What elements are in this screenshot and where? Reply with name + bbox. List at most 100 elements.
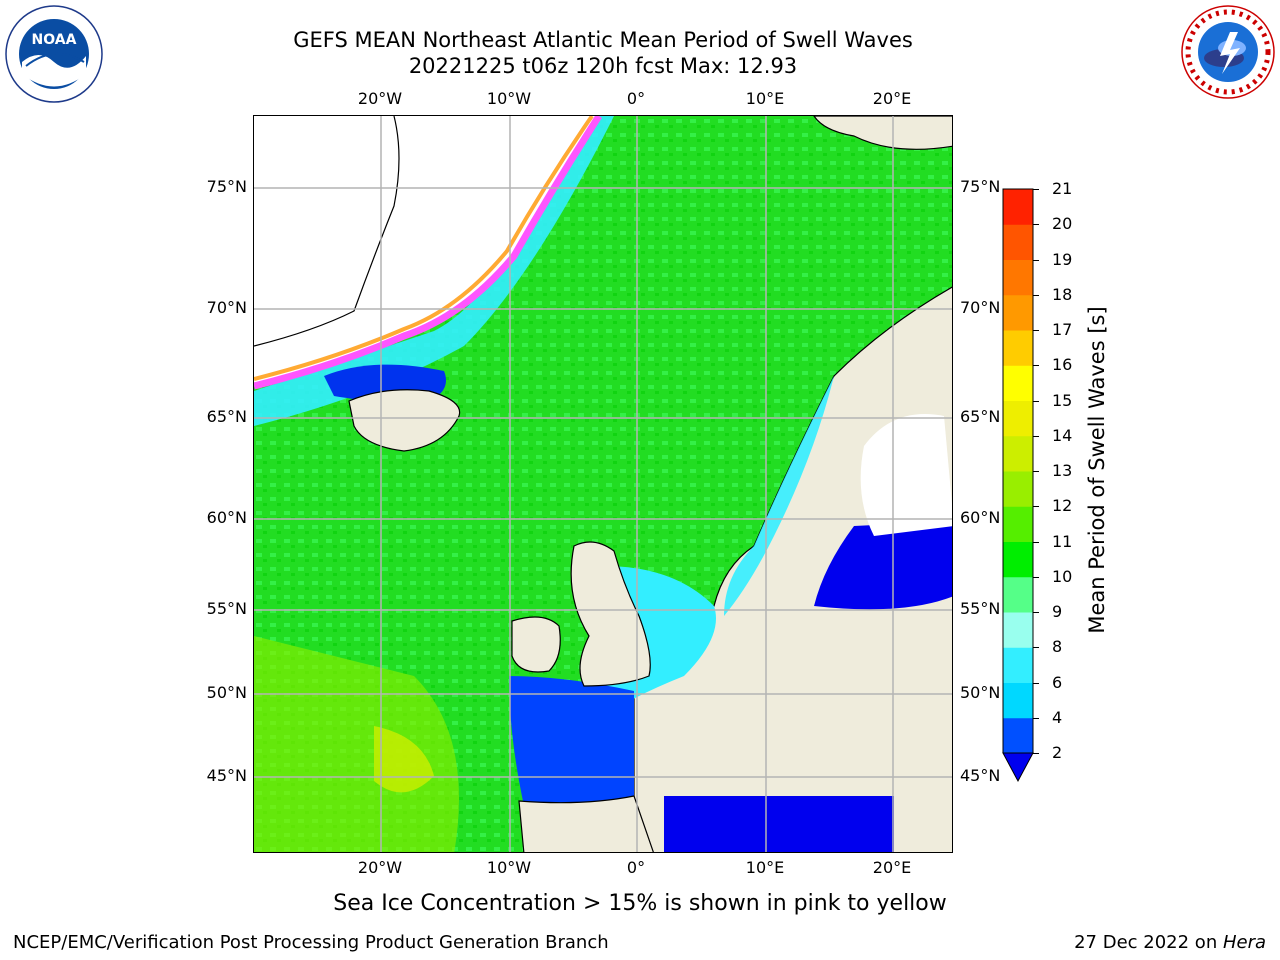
lat-tick-right: 60°N [960, 508, 1001, 527]
iberia-land [518, 795, 654, 852]
colorbar-tick-mark [1033, 541, 1039, 543]
map-panel[interactable] [253, 115, 953, 853]
colorbar-tick-mark [1033, 189, 1039, 190]
lat-tick-left: 70°N [206, 298, 247, 317]
lon-tick-bottom: 10°W [486, 858, 532, 877]
colorbar-tick-label: 13 [1052, 461, 1073, 480]
ireland-land [511, 616, 561, 673]
colorbar-tick-mark [1033, 612, 1039, 613]
lon-tick-top: 10°E [745, 89, 785, 108]
sea-ice-edge [254, 116, 602, 390]
footer-date: 27 Dec 2022 on Hera [1074, 933, 1266, 953]
colorbar-tick-label: 20 [1052, 214, 1073, 234]
sea-ice-note: Sea Ice Concentration > 15% is shown in … [333, 891, 947, 916]
noaa-logo-text: NOAA [32, 32, 77, 48]
sea-ice-edge-inner [254, 116, 594, 381]
greenland-coast [254, 116, 400, 347]
colorbar-tick-label: 15 [1052, 390, 1073, 410]
colorbar-tick-mark [1033, 753, 1039, 754]
map-canvas[interactable] [254, 116, 953, 853]
lat-tick-left: 65°N [206, 407, 247, 426]
colorbar-tick-label: 17 [1052, 320, 1073, 339]
colorbar-under-arrow [1002, 752, 1034, 783]
colorbar-tick-label: 9 [1052, 602, 1063, 621]
norway-coastal-band [724, 376, 834, 616]
colorbar-tick-mark [1033, 224, 1039, 226]
max-swell-region [374, 726, 434, 793]
bay-of-biscay [509, 676, 634, 806]
colorbar-tick-label: 11 [1052, 531, 1073, 551]
long-period-swell-region [254, 636, 459, 852]
colorbar-bin [1003, 717, 1033, 754]
colorbar-tick-label: 10 [1052, 566, 1073, 586]
baltic-sea [814, 521, 952, 610]
colorbar-tick-label: 4 [1052, 707, 1063, 727]
colorbar-bin [1003, 576, 1033, 613]
colorbar-bin [1003, 647, 1033, 683]
colorbar-tick-label: 21 [1052, 179, 1073, 198]
colorbar-tick-mark [1033, 576, 1039, 578]
colorbar-tick-mark [1033, 647, 1039, 649]
lat-tick-right: 55°N [960, 599, 1001, 618]
colorbar-bins [1002, 188, 1034, 783]
colorbar-tick-mark [1033, 682, 1039, 684]
colorbar-bin [1003, 541, 1033, 578]
colorbar-tick-label: 18 [1052, 284, 1073, 304]
footer-date-text: 27 Dec 2022 on [1074, 932, 1223, 953]
colorbar-tick-mark [1033, 471, 1039, 472]
footer-host: Hera [1222, 932, 1266, 953]
colorbar-bin [1003, 400, 1033, 437]
footer-credit: NCEP/EMC/Verification Post Processing Pr… [13, 932, 609, 953]
lon-tick-top: 10°W [486, 89, 532, 108]
colorbar-bin [1003, 682, 1033, 719]
lon-tick-top: 0° [626, 89, 646, 108]
greenland-ice-area [254, 116, 599, 386]
lat-tick-right: 70°N [960, 298, 1001, 317]
colorbar-tick-mark [1033, 435, 1039, 437]
colorbar-tick-mark [1033, 400, 1039, 402]
colorbar-label: Mean Period of Swell Waves [s] [1085, 306, 1109, 634]
lat-tick-left: 75°N [206, 177, 247, 196]
colorbar-tick-mark [1033, 294, 1039, 296]
colorbar-bin [1003, 365, 1033, 401]
lon-tick-top: 20°W [357, 89, 403, 108]
colorbar-tick-mark [1033, 259, 1039, 261]
great-britain-land [570, 541, 651, 687]
colorbar-tick-label: 8 [1052, 637, 1063, 657]
lat-tick-right: 50°N [960, 683, 1001, 702]
lat-tick-right: 65°N [960, 407, 1001, 426]
colorbar-bin [1003, 435, 1033, 472]
lat-tick-left: 50°N [206, 683, 247, 702]
colorbar-bin [1003, 471, 1033, 507]
lon-tick-top: 20°E [872, 89, 912, 108]
chart-title: GEFS MEAN Northeast Atlantic Mean Period… [293, 28, 913, 52]
colorbar-bin [1003, 189, 1033, 225]
colorbar-tick-mark [1033, 330, 1039, 331]
colorbar-bin [1003, 612, 1033, 648]
lat-tick-left: 45°N [206, 766, 247, 785]
lat-tick-left: 55°N [206, 599, 247, 618]
colorbar-tick-mark [1033, 717, 1039, 719]
lat-tick-left: 60°N [206, 508, 247, 527]
lon-tick-bottom: 0° [626, 858, 646, 877]
colorbar-tick-mark [1033, 506, 1039, 508]
colorbar-bin [1003, 259, 1033, 296]
colorbar-bin [1003, 224, 1033, 260]
gulf-of-bothnia [860, 414, 952, 536]
lon-tick-bottom: 20°E [872, 858, 912, 877]
colorbar-tick-label: 16 [1052, 355, 1073, 375]
lon-tick-bottom: 10°E [745, 858, 785, 877]
mediterranean-sea [664, 796, 894, 852]
lat-tick-right: 75°N [960, 177, 1001, 196]
colorbar-bin [1003, 506, 1033, 542]
lat-tick-right: 45°N [960, 766, 1001, 785]
nws-logo [1180, 4, 1276, 100]
colorbar-tick-label: 2 [1052, 743, 1063, 762]
colorbar-tick-label: 19 [1052, 249, 1073, 269]
colorbar-bin [1003, 330, 1033, 366]
colorbar-tick-label: 6 [1052, 672, 1063, 692]
colorbar-bin [1003, 294, 1033, 331]
svalbard-land [813, 116, 952, 150]
noaa-logo: NOAA [4, 4, 104, 104]
colorbar-tick-label: 12 [1052, 496, 1073, 516]
